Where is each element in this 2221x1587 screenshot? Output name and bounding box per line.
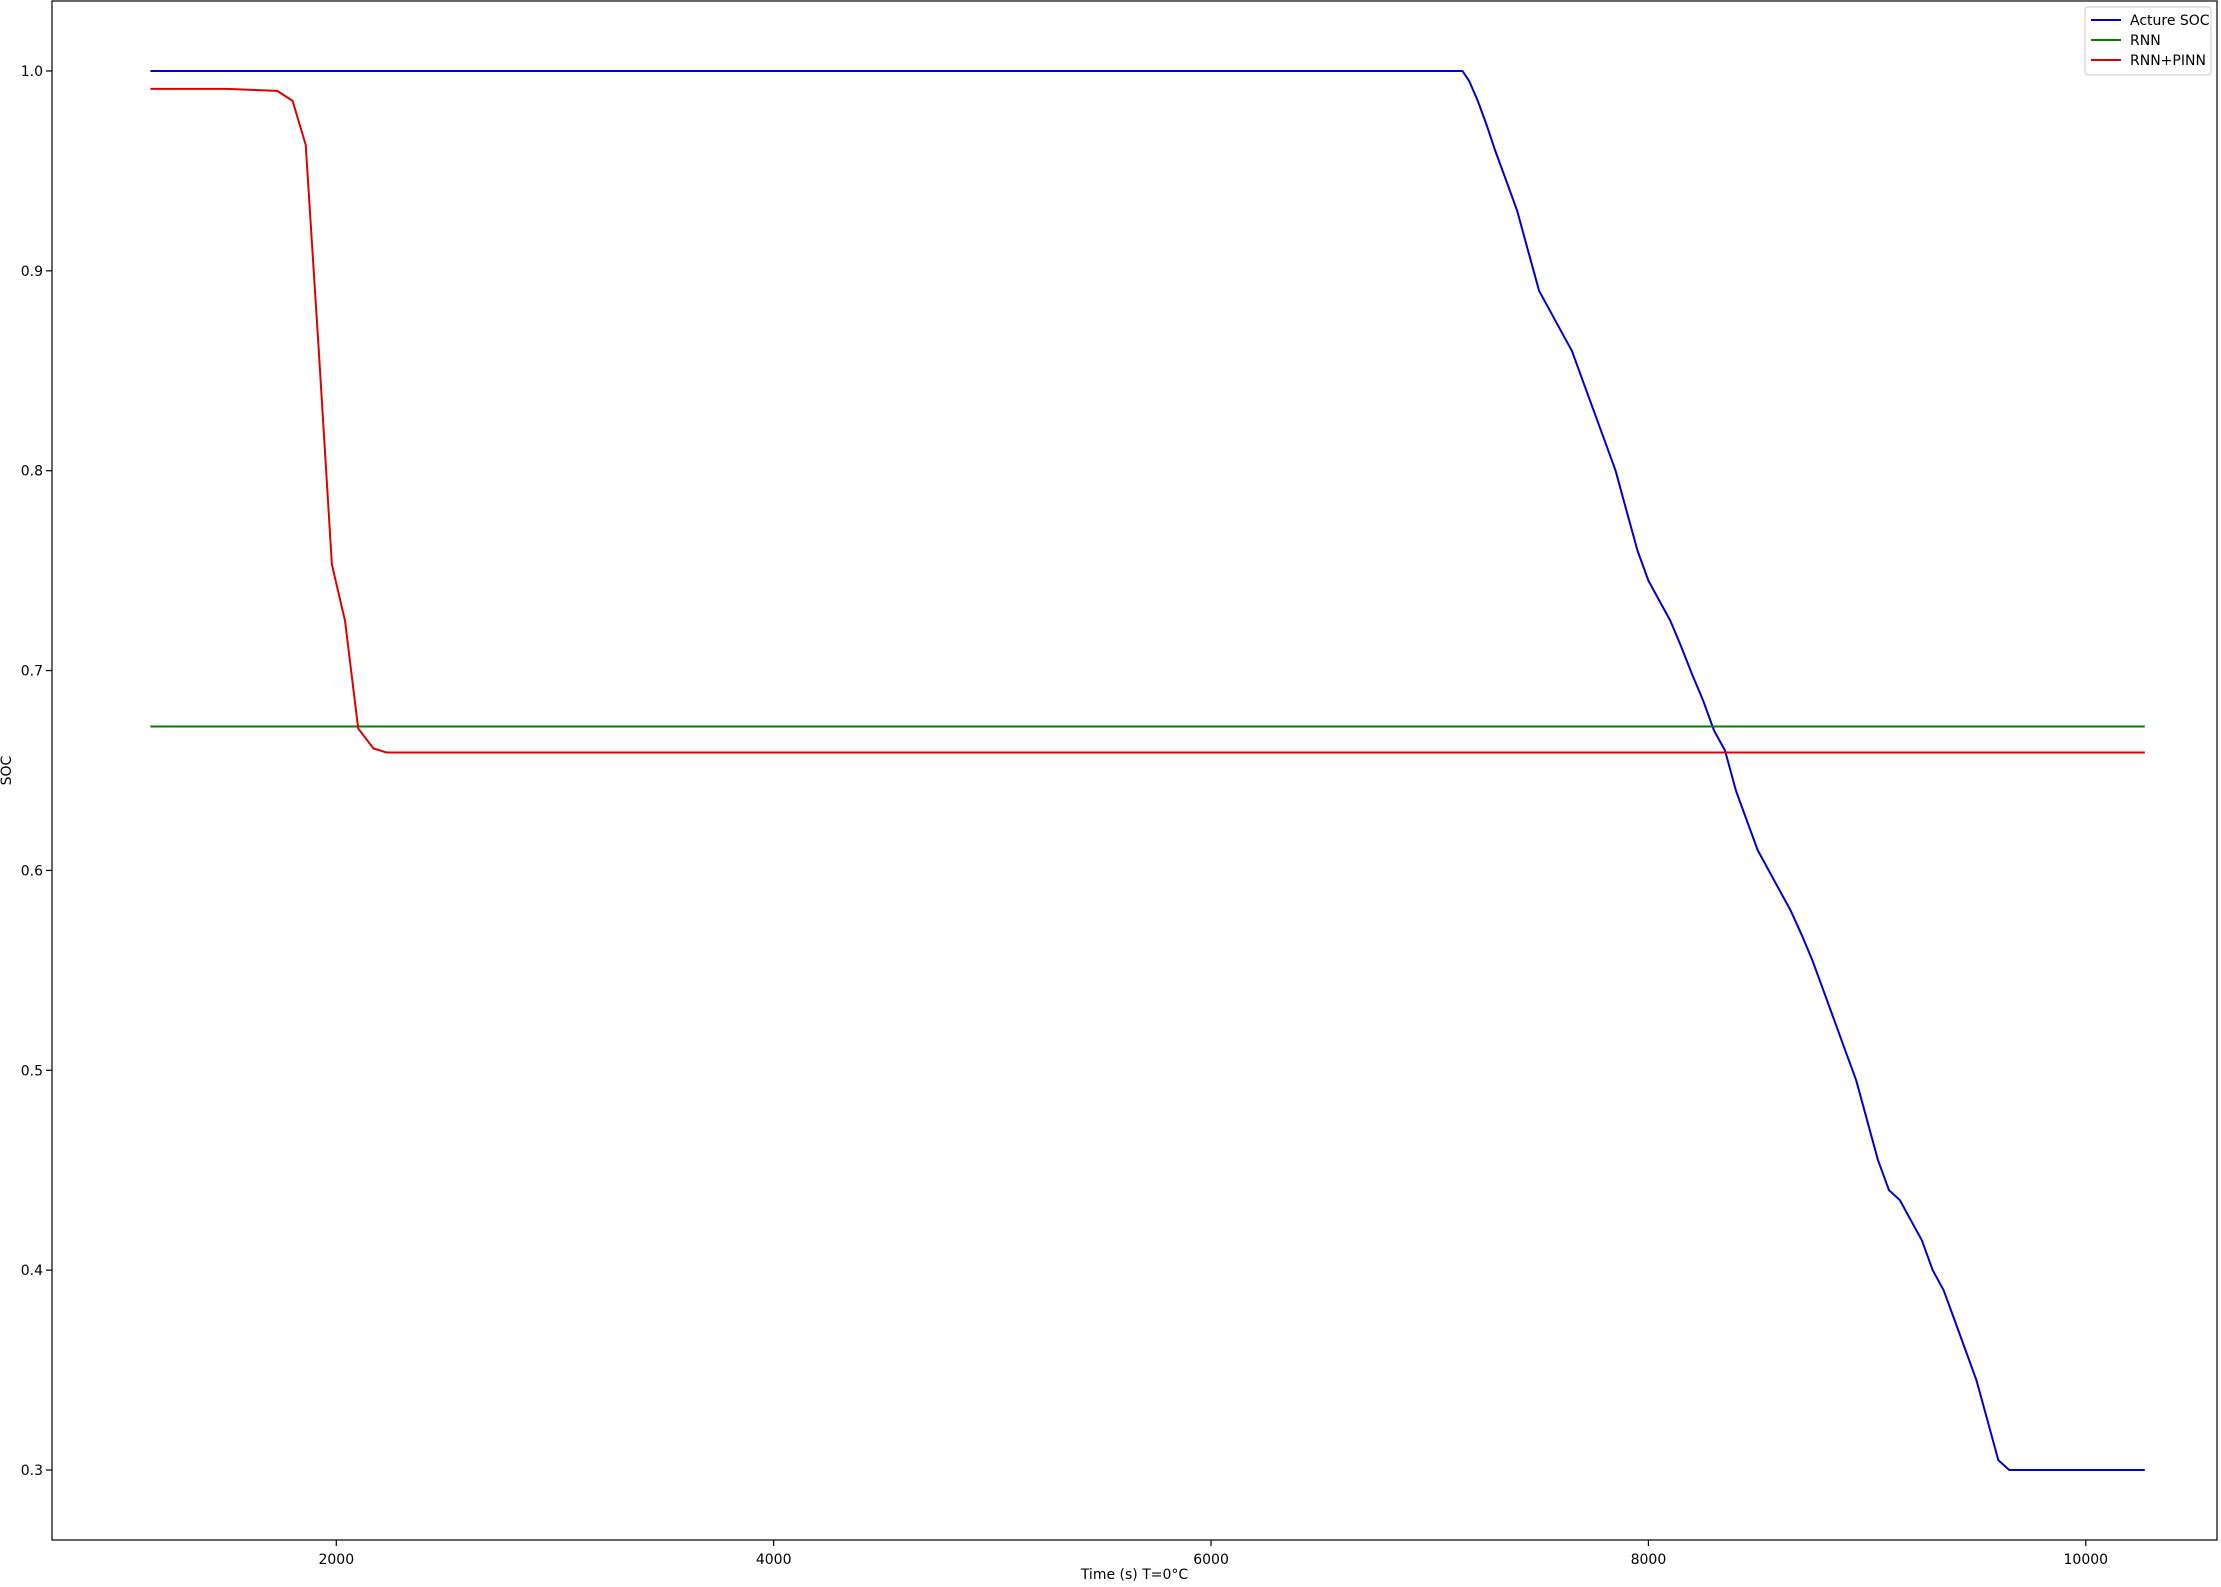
y-tick-label: 0.9 <box>21 264 43 280</box>
legend: Acture SOC RNN RNN+PINN <box>2084 6 2212 76</box>
y-tick-label: 0.4 <box>21 1263 43 1279</box>
legend-label: Acture SOC <box>2130 13 2210 29</box>
x-tick-label: 10000 <box>2064 1552 2109 1568</box>
series-line-1 <box>150 70 2145 1471</box>
x-axis-ticks: 2000 4000 6000 8000 10000 <box>318 1540 2108 1568</box>
x-axis-label: Time (s) T=0°C <box>1080 1567 1189 1583</box>
y-axis-label: SOC <box>0 755 15 785</box>
legend-label: RNN+PINN <box>2130 53 2206 69</box>
y-tick-label: 0.7 <box>21 664 43 680</box>
y-tick-label: 0.5 <box>21 1063 43 1079</box>
y-tick-label: 0.3 <box>21 1463 43 1479</box>
x-tick-label: 8000 <box>1631 1552 1667 1568</box>
series-layer <box>150 70 2145 1471</box>
x-tick-label: 2000 <box>318 1552 354 1568</box>
y-axis-ticks: 0.3 0.4 0.5 0.6 0.7 0.8 0.9 1.0 <box>21 64 52 1479</box>
x-tick-label: 6000 <box>1193 1552 1229 1568</box>
legend-box <box>2084 6 2212 76</box>
legend-label: RNN <box>2130 33 2161 49</box>
x-tick-label: 4000 <box>756 1552 792 1568</box>
series-line-3 <box>150 87 2145 754</box>
y-tick-label: 0.6 <box>21 863 43 879</box>
y-tick-label: 0.8 <box>21 464 43 480</box>
y-tick-label: 1.0 <box>21 64 43 80</box>
plot-frame <box>51 0 2218 1541</box>
